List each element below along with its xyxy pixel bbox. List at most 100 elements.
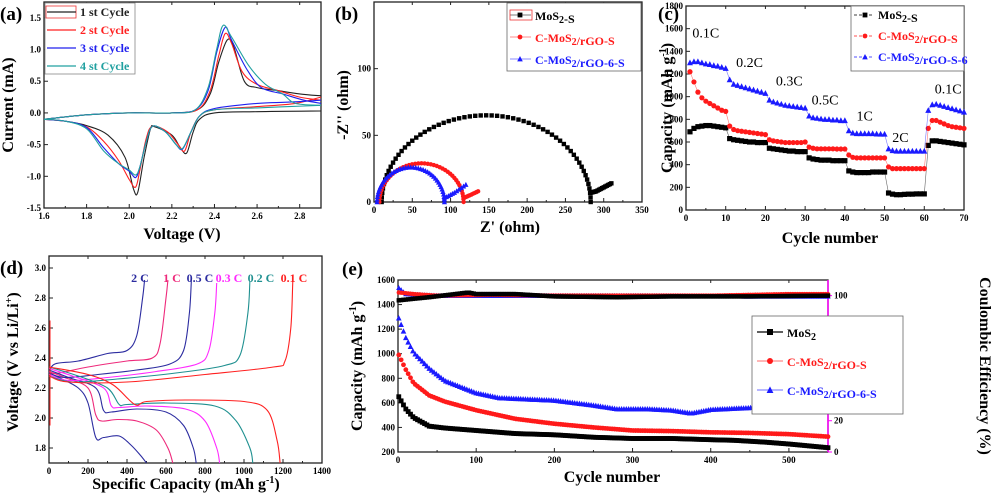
data-point [722, 65, 729, 71]
data-point [441, 199, 448, 205]
data-point [500, 114, 505, 119]
y-tick-label: 3.0 [35, 263, 47, 273]
y-tick-label: 200 [670, 182, 684, 192]
y-axis-label-text: ) [659, 43, 676, 48]
rate-annotation: 0.2C [736, 56, 763, 71]
data-point [957, 125, 963, 131]
panel-c: 0 10 20 30 40 50 60 70 0 200 400 600 800 1000 1200 1400… [658, 1, 969, 247]
efficiency-point [757, 294, 763, 299]
legend-text-part: -S [907, 11, 918, 25]
data-point [579, 164, 584, 169]
efficiency-point [626, 294, 631, 300]
capacity-point [401, 362, 406, 368]
capacity-point [419, 358, 426, 364]
data-point [893, 147, 900, 154]
efficiency-point [556, 294, 561, 299]
y-tick-label: 2.6 [35, 323, 47, 333]
legend-entry: 2 st Cycle [80, 23, 130, 37]
efficiency-point [476, 291, 481, 297]
data-point [854, 170, 860, 176]
data-point [941, 139, 947, 145]
data-point [921, 147, 928, 154]
efficiency-point [680, 294, 685, 299]
efficiency-point [401, 297, 406, 303]
efficiency-point [785, 293, 791, 299]
data-point [913, 166, 919, 172]
capacity-point [407, 343, 414, 349]
efficiency-point [654, 294, 659, 299]
data-point [758, 88, 765, 95]
y-tick-label: 1000 [377, 349, 396, 359]
efficiency-point [694, 294, 699, 299]
series-line [689, 61, 965, 152]
legend-text-part: MoS [800, 384, 824, 398]
legend-text-part: /rGO-S [919, 32, 958, 46]
legend: MoS2-SC-MoS2/rGO-SC-MoS2/rGO-6-S [506, 2, 642, 72]
efficiency-point [490, 291, 495, 297]
y-tick-label: 1400 [665, 46, 684, 56]
data-point [402, 145, 408, 150]
legend-entry: 4 st Cycle [80, 59, 130, 73]
efficiency-point [408, 296, 413, 302]
rate-label: 0.1 C [281, 271, 308, 285]
capacity-point [412, 351, 418, 357]
cv-cathodic-curve [43, 96, 322, 188]
capacity-point [417, 355, 423, 362]
data-point [462, 115, 467, 120]
efficiency-point [687, 294, 692, 299]
efficiency-point [710, 294, 716, 299]
data-point [399, 148, 404, 154]
rate-annotation: 2C [892, 131, 908, 146]
panel-b: 0 50 100 150 200 250 300 350 0 50 100 (b) Z' (ohm) -Z… [335, 1, 649, 236]
data-point [877, 130, 884, 137]
data-point [454, 188, 460, 194]
data-point [431, 124, 437, 130]
data-point [746, 139, 753, 145]
data-point [531, 122, 536, 127]
data-point [706, 61, 713, 67]
capacity-point [398, 321, 404, 328]
data-point [945, 104, 952, 111]
data-point [461, 199, 466, 205]
superscript: -1 [266, 475, 274, 486]
x-tick-label: 70 [960, 213, 970, 223]
efficiency-point [542, 293, 547, 299]
data-point [588, 195, 593, 200]
efficiency-point [631, 294, 636, 300]
legend-text-part: MoS [548, 53, 572, 67]
efficiency-point [459, 291, 465, 296]
data-point [758, 139, 765, 146]
efficiency-point [520, 292, 526, 297]
y-axis-label: Current (mA) [0, 57, 17, 152]
efficiency-point [427, 295, 432, 300]
x-axis-label-text: ) [274, 476, 279, 493]
data-point [802, 149, 808, 155]
efficiency-point [748, 294, 753, 299]
data-point [830, 146, 836, 152]
data-point [854, 155, 860, 161]
efficiency-point [553, 294, 559, 299]
data-point [933, 138, 939, 144]
data-point [707, 100, 713, 107]
data-point [778, 147, 784, 153]
efficiency-point [511, 291, 516, 297]
cv-anodic-curve [43, 24, 322, 120]
efficiency-point [504, 291, 509, 297]
efficiency-point [577, 294, 582, 299]
data-point [794, 149, 800, 155]
efficiency-point [802, 293, 807, 299]
legend-marker [862, 12, 868, 18]
y-tick-label: 1600 [665, 24, 684, 34]
rate-annotation: 0.1C [692, 27, 719, 42]
x-tick-label: 40 [840, 213, 850, 223]
data-point [549, 132, 555, 137]
efficiency-point [537, 293, 542, 298]
data-point [427, 127, 432, 132]
legend-text-part: MoS [535, 9, 559, 23]
data-point [869, 130, 876, 137]
legend-text-part: MoS [800, 355, 824, 369]
data-point [723, 125, 729, 131]
efficiency-point [614, 295, 620, 300]
y-tick-label: 0 [679, 205, 684, 215]
efficiency-point [429, 294, 434, 300]
